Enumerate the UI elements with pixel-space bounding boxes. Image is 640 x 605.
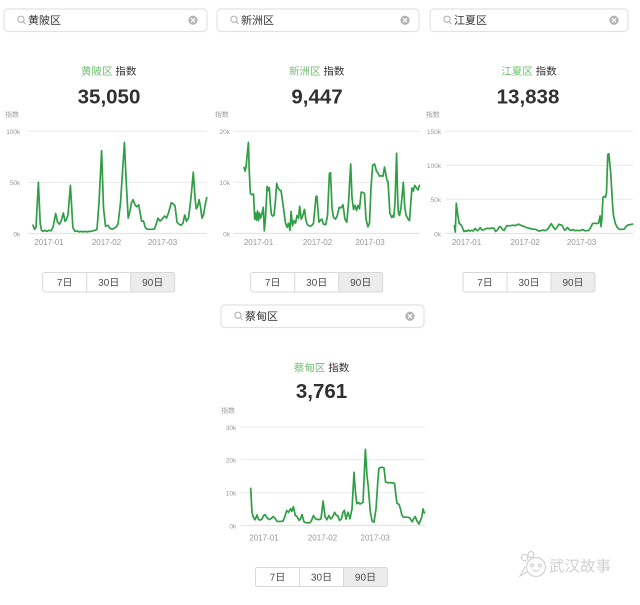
svg-text:2017-01: 2017-01 bbox=[244, 238, 274, 247]
svg-text:0k: 0k bbox=[223, 231, 231, 238]
svg-text:2017-02: 2017-02 bbox=[92, 238, 122, 247]
svg-text:13,838: 13,838 bbox=[497, 86, 560, 109]
svg-text:2017-02: 2017-02 bbox=[308, 533, 338, 542]
svg-text:10k: 10k bbox=[226, 491, 237, 498]
svg-text:0k: 0k bbox=[434, 231, 442, 238]
svg-text:20k: 20k bbox=[220, 129, 231, 136]
svg-text:2017-03: 2017-03 bbox=[567, 238, 597, 247]
svg-text:0k: 0k bbox=[229, 523, 237, 530]
svg-text:2017-02: 2017-02 bbox=[511, 238, 541, 247]
svg-text:100k: 100k bbox=[6, 129, 21, 136]
svg-text:2017-01: 2017-01 bbox=[452, 238, 482, 247]
svg-text:0k: 0k bbox=[13, 231, 21, 238]
svg-text:50k: 50k bbox=[431, 197, 442, 204]
svg-text:2017-03: 2017-03 bbox=[355, 238, 385, 247]
svg-text:30k: 30k bbox=[226, 425, 237, 432]
svg-text:2017-02: 2017-02 bbox=[303, 238, 333, 247]
svg-text:50k: 50k bbox=[10, 180, 21, 187]
svg-text:20k: 20k bbox=[226, 458, 237, 465]
svg-text:35,050: 35,050 bbox=[78, 86, 141, 109]
svg-text:10k: 10k bbox=[220, 180, 231, 187]
svg-text:2017-01: 2017-01 bbox=[249, 533, 279, 542]
svg-text:3,761: 3,761 bbox=[296, 380, 347, 403]
svg-text:9,447: 9,447 bbox=[291, 86, 342, 109]
svg-text:2017-03: 2017-03 bbox=[361, 533, 391, 542]
svg-text:2017-03: 2017-03 bbox=[148, 238, 178, 247]
svg-text:2017-01: 2017-01 bbox=[34, 238, 64, 247]
svg-text:100k: 100k bbox=[427, 163, 442, 170]
svg-text:150k: 150k bbox=[427, 129, 442, 136]
